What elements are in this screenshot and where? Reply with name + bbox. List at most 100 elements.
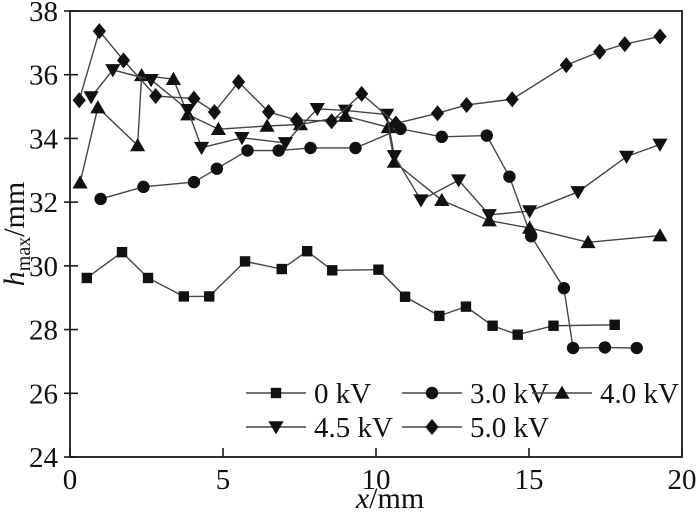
data-point-5-0-kv — [149, 88, 163, 105]
data-point-5-0-kv — [459, 96, 474, 113]
data-point-3-0-kv — [210, 162, 224, 175]
data-point-0-kv — [142, 272, 154, 284]
data-point-5-0-kv — [207, 103, 222, 120]
legend-marker-triangle-up — [554, 385, 570, 399]
data-point-3-0-kv — [137, 180, 150, 194]
x-tick-label: 0 — [63, 464, 78, 496]
data-point-0-kv — [301, 246, 313, 257]
data-point-4-5-kv — [522, 205, 538, 219]
data-point-0-kv — [434, 310, 445, 322]
data-point-5-0-kv — [430, 105, 445, 122]
legend-marker-circle — [425, 386, 439, 400]
data-point-4-0-kv — [90, 100, 106, 114]
data-point-5-0-kv — [505, 91, 519, 108]
data-point-3-0-kv — [304, 141, 317, 155]
data-point-5-0-kv — [559, 57, 573, 74]
legend-marker-triangle-down — [268, 421, 284, 435]
data-point-5-0-kv — [325, 113, 339, 130]
data-point-3-0-kv — [94, 192, 107, 206]
data-point-4-5-kv — [143, 74, 159, 88]
data-point-4-0-kv — [259, 118, 275, 132]
data-point-0-kv — [487, 320, 498, 331]
y-tick-label: 30 — [29, 251, 58, 283]
y-tick-label: 24 — [29, 442, 59, 474]
data-point-4-5-kv — [277, 137, 294, 151]
data-point-4-5-kv — [234, 131, 250, 146]
data-point-5-0-kv — [72, 92, 86, 109]
y-tick-label: 26 — [29, 378, 58, 410]
data-point-5-0-kv — [261, 103, 276, 120]
data-point-4-0-kv — [652, 228, 668, 242]
legend-marker-diamond — [425, 419, 439, 435]
data-point-5-0-kv — [355, 85, 369, 102]
data-point-4-5-kv — [481, 209, 497, 223]
data-point-3-0-kv — [349, 141, 362, 155]
data-point-4-0-kv — [130, 138, 146, 152]
y-tick-label: 32 — [29, 187, 58, 219]
data-point-4-0-kv — [210, 121, 227, 135]
data-point-5-0-kv — [92, 23, 106, 40]
data-point-0-kv — [399, 291, 411, 302]
data-point-3-0-kv — [187, 175, 201, 189]
x-tick-label: 20 — [668, 464, 697, 496]
data-point-3-0-kv — [272, 144, 285, 157]
data-point-4-0-kv — [522, 220, 538, 234]
data-point-5-0-kv — [289, 111, 304, 128]
data-point-4-5-kv — [337, 104, 353, 118]
legend-label: 5.0 kV — [470, 412, 549, 444]
data-point-4-0-kv — [165, 71, 182, 85]
data-point-3-0-kv — [566, 341, 580, 355]
data-point-0-kv — [373, 264, 384, 275]
data-point-4-0-kv — [580, 234, 596, 249]
data-point-3-0-kv — [630, 341, 643, 355]
data-point-4-0-kv — [72, 175, 88, 189]
data-point-4-5-kv — [83, 91, 99, 105]
data-point-0-kv — [512, 329, 523, 340]
data-point-0-kv — [204, 291, 215, 302]
data-point-0-kv — [276, 263, 287, 275]
data-point-0-kv — [327, 265, 338, 276]
x-tick-label: 15 — [515, 464, 544, 496]
legend-label: 4.0 kV — [600, 378, 679, 410]
data-point-5-0-kv — [389, 115, 403, 132]
data-point-0-kv — [178, 291, 190, 302]
legend-marker-square — [270, 387, 282, 399]
data-point-0-kv — [81, 272, 93, 284]
data-point-4-5-kv — [619, 150, 635, 164]
x-axis-label: x/mm — [355, 482, 424, 515]
x-tick-label: 10 — [362, 464, 391, 496]
y-tick-label: 36 — [29, 60, 58, 92]
data-point-5-0-kv — [653, 28, 667, 45]
data-point-3-0-kv — [435, 130, 448, 144]
data-point-0-kv — [239, 256, 251, 267]
data-point-5-0-kv — [116, 52, 131, 69]
data-point-3-0-kv — [480, 129, 493, 142]
y-axis-label: hmax/mm — [0, 182, 35, 286]
data-point-4-5-kv — [180, 103, 196, 118]
legend-label: 0 kV — [314, 378, 371, 410]
y-tick-label: 38 — [29, 0, 58, 28]
data-point-3-0-kv — [598, 341, 612, 354]
data-point-3-0-kv — [241, 144, 254, 157]
data-point-4-5-kv — [105, 64, 121, 78]
data-point-4-5-kv — [386, 150, 402, 164]
data-point-4-5-kv — [193, 141, 210, 156]
data-point-0-kv — [460, 301, 472, 312]
data-point-4-5-kv — [309, 103, 325, 117]
data-point-0-kv — [609, 319, 620, 330]
data-point-3-0-kv — [557, 281, 571, 295]
data-point-0-kv — [548, 320, 559, 331]
data-point-5-0-kv — [232, 74, 246, 91]
x-tick-label: 5 — [216, 464, 231, 496]
data-point-4-5-kv — [652, 138, 668, 152]
data-point-4-5-kv — [413, 194, 429, 208]
y-tick-label: 28 — [29, 315, 58, 347]
data-point-4-0-kv — [434, 192, 450, 207]
data-point-5-0-kv — [187, 90, 201, 107]
y-tick-label: 34 — [29, 123, 59, 155]
data-point-0-kv — [116, 246, 128, 258]
data-point-4-5-kv — [570, 186, 586, 200]
data-point-5-0-kv — [593, 43, 607, 60]
